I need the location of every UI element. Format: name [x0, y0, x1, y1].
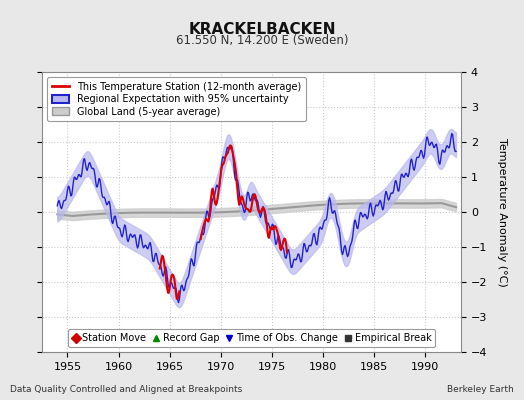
Text: 61.550 N, 14.200 E (Sweden): 61.550 N, 14.200 E (Sweden) — [176, 34, 348, 47]
Text: KRACKELBACKEN: KRACKELBACKEN — [188, 22, 336, 37]
Text: Data Quality Controlled and Aligned at Breakpoints: Data Quality Controlled and Aligned at B… — [10, 385, 243, 394]
Text: Berkeley Earth: Berkeley Earth — [447, 385, 514, 394]
Y-axis label: Temperature Anomaly (°C): Temperature Anomaly (°C) — [497, 138, 507, 286]
Legend: Station Move, Record Gap, Time of Obs. Change, Empirical Break: Station Move, Record Gap, Time of Obs. C… — [68, 329, 435, 347]
